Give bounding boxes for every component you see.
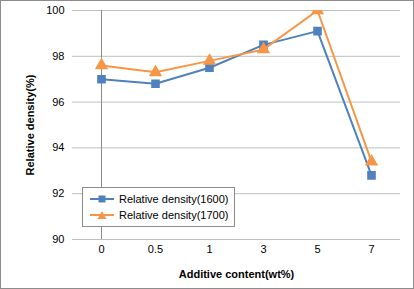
svg-text:94: 94 xyxy=(52,141,64,153)
svg-text:96: 96 xyxy=(52,96,64,108)
svg-text:92: 92 xyxy=(52,187,64,199)
svg-text:Additive content(wt%): Additive content(wt%) xyxy=(179,268,295,280)
svg-text:0.5: 0.5 xyxy=(148,243,163,255)
svg-text:5: 5 xyxy=(314,243,320,255)
svg-text:7: 7 xyxy=(368,243,374,255)
svg-text:0: 0 xyxy=(98,243,104,255)
svg-text:90: 90 xyxy=(52,233,64,245)
svg-text:Relative density(%): Relative density(%) xyxy=(24,74,36,175)
html-text:Relative density(1600): Relative density(1600) xyxy=(119,193,229,205)
svg-text:98: 98 xyxy=(52,50,64,62)
svg-text:1: 1 xyxy=(206,243,212,255)
html-text:Relative density(1700): Relative density(1700) xyxy=(119,209,229,221)
svg-text:100: 100 xyxy=(46,4,64,16)
svg-text:3: 3 xyxy=(260,243,266,255)
